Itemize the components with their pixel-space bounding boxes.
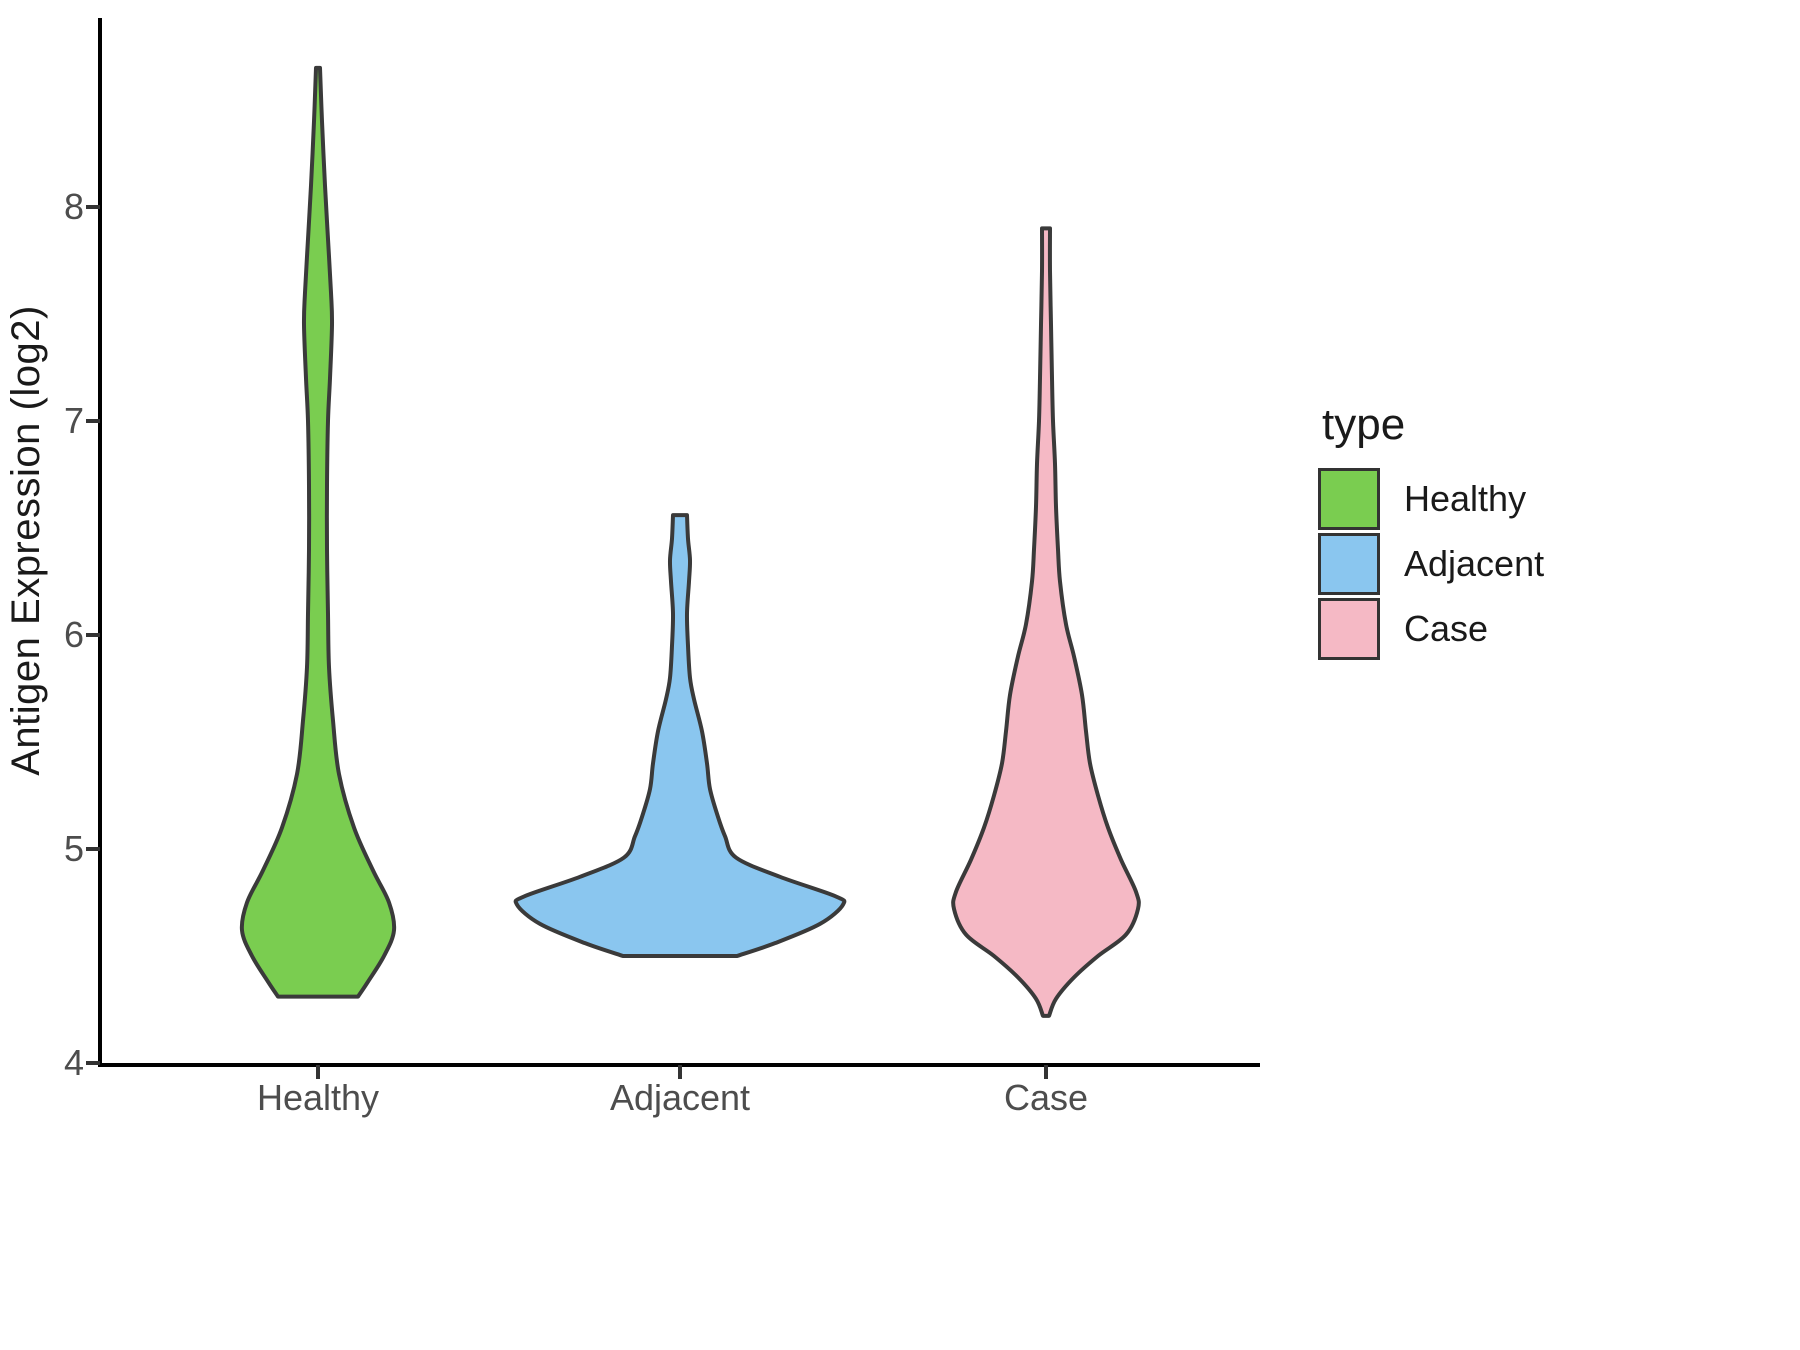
legend-key-healthy xyxy=(1318,468,1380,530)
legend-key-case xyxy=(1318,598,1380,660)
violin-healthy xyxy=(239,65,397,999)
legend-entry-case: Case xyxy=(1318,598,1544,660)
legend-key-adjacent xyxy=(1318,533,1380,595)
violin-case xyxy=(951,226,1141,1018)
violin-adjacent xyxy=(513,513,847,958)
y-tick-label-6: 6 xyxy=(63,614,84,655)
y-tick-label-4: 4 xyxy=(63,1042,84,1083)
y-tick-label-8: 8 xyxy=(63,186,84,227)
legend-entry-healthy: Healthy xyxy=(1318,468,1544,530)
x-tick-label-case: Case xyxy=(1003,1077,1089,1118)
legend-label-case: Case xyxy=(1404,608,1489,649)
y-axis-title: Antigen Expression (log2) xyxy=(0,0,56,1080)
y-tick-label-7: 7 xyxy=(63,400,84,441)
y-axis-title-text: Antigen Expression (log2) xyxy=(3,304,48,776)
legend-entry-adjacent: Adjacent xyxy=(1318,533,1544,595)
legend-title: type xyxy=(1322,400,1406,449)
x-tick-label-healthy: Healthy xyxy=(256,1077,380,1118)
legend-label-healthy: Healthy xyxy=(1404,478,1527,519)
y-tick-label-5: 5 xyxy=(63,828,84,869)
legend-label-adjacent: Adjacent xyxy=(1404,543,1545,584)
legend: type Healthy Adjacent Case xyxy=(1318,400,1544,663)
x-tick-label-adjacent: Adjacent xyxy=(609,1077,751,1118)
